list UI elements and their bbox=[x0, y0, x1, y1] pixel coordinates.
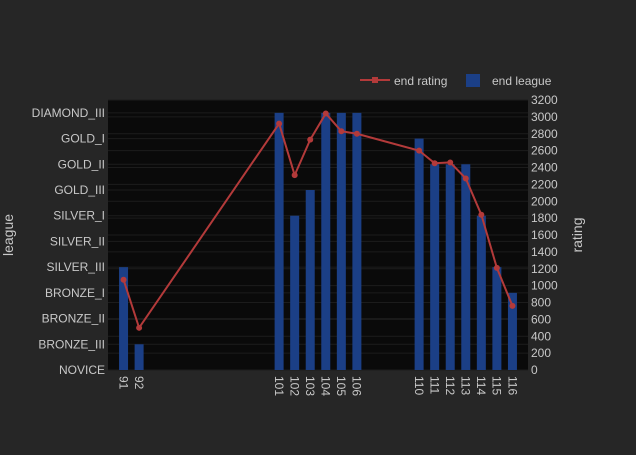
rating-point[interactable] bbox=[478, 211, 485, 218]
league-bar[interactable] bbox=[507, 292, 517, 370]
league-tick-label: GOLD_II bbox=[58, 157, 105, 171]
x-axis: 91 92 101 102 103 104 105 106 110 111 112 113 114 115… bbox=[116, 376, 519, 396]
rating-tick-label: 2600 bbox=[531, 144, 558, 158]
league-tick-label: BRONZE_I bbox=[45, 286, 105, 300]
legend-label-end-league: end league bbox=[492, 74, 552, 88]
league-bar[interactable] bbox=[492, 267, 502, 370]
x-tick-label: 91 bbox=[116, 376, 130, 390]
rating-point[interactable] bbox=[307, 136, 314, 143]
rating-point[interactable] bbox=[431, 160, 438, 167]
rating-tick-label: 2400 bbox=[531, 161, 558, 175]
rating-tick-label: 1000 bbox=[531, 279, 558, 293]
legend-bar-swatch bbox=[466, 74, 480, 87]
rating-tick-label: 3200 bbox=[531, 93, 558, 107]
right-axis-title: rating bbox=[569, 217, 585, 252]
league-tick-label: BRONZE_II bbox=[42, 312, 105, 326]
x-tick-label: 116 bbox=[505, 376, 519, 395]
league-bar[interactable] bbox=[414, 138, 424, 370]
rating-tick-label: 3000 bbox=[531, 110, 558, 124]
rating-point[interactable] bbox=[447, 159, 454, 166]
league-bar[interactable] bbox=[430, 164, 440, 370]
league-tick-label: SILVER_III bbox=[47, 260, 105, 274]
league-bar[interactable] bbox=[336, 112, 346, 370]
rating-tick-label: 1200 bbox=[531, 262, 558, 276]
line-series bbox=[120, 110, 516, 331]
rating-tick-label: 1600 bbox=[531, 228, 558, 242]
rating-point[interactable] bbox=[462, 175, 469, 182]
x-tick-label: 114 bbox=[474, 376, 488, 395]
x-tick-label: 104 bbox=[319, 376, 333, 396]
league-tick-label: GOLD_III bbox=[54, 183, 105, 197]
x-tick-label: 113 bbox=[459, 376, 473, 395]
league-bar[interactable] bbox=[274, 112, 284, 370]
rating-tick-label: 800 bbox=[531, 296, 551, 310]
x-tick-label: 92 bbox=[132, 376, 146, 390]
rating-tick-label: 600 bbox=[531, 312, 551, 326]
league-bar[interactable] bbox=[445, 164, 455, 370]
bar-series bbox=[119, 112, 517, 370]
rating-point[interactable] bbox=[493, 264, 500, 271]
rating-tick-label: 400 bbox=[531, 329, 551, 343]
league-bar[interactable] bbox=[476, 215, 486, 370]
x-tick-label: 111 bbox=[427, 376, 441, 395]
x-tick-label: 105 bbox=[334, 376, 348, 396]
league-bar[interactable] bbox=[461, 164, 471, 370]
league-bar[interactable] bbox=[119, 267, 129, 370]
league-bar[interactable] bbox=[352, 112, 362, 370]
legend-item-end-league[interactable]: end league bbox=[466, 74, 552, 88]
rating-point[interactable] bbox=[338, 128, 345, 135]
legend-item-end-rating[interactable]: end rating bbox=[360, 74, 447, 88]
rating-tick-label: 1800 bbox=[531, 211, 558, 225]
league-tick-label: GOLD_I bbox=[61, 132, 105, 146]
grid-lines bbox=[108, 99, 528, 371]
left-axis: NOVICE BRONZE_III BRONZE_II BRONZE_I SILVER_… bbox=[32, 106, 105, 377]
rating-tick-label: 1400 bbox=[531, 245, 558, 259]
league-bar[interactable] bbox=[321, 112, 331, 370]
left-axis-title: league bbox=[0, 214, 16, 256]
league-bar[interactable] bbox=[305, 190, 315, 370]
rating-point[interactable] bbox=[322, 110, 329, 117]
rating-point[interactable] bbox=[509, 302, 516, 309]
league-tick-label: NOVICE bbox=[59, 363, 105, 377]
league-tick-label: BRONZE_III bbox=[38, 337, 105, 351]
legend-line-marker bbox=[372, 77, 378, 83]
x-tick-label: 103 bbox=[303, 376, 317, 396]
rating-point[interactable] bbox=[291, 172, 298, 179]
league-bar[interactable] bbox=[134, 344, 144, 370]
league-tick-label: SILVER_II bbox=[50, 234, 105, 248]
legend[interactable]: end rating end league bbox=[360, 74, 552, 88]
rating-point[interactable] bbox=[136, 324, 143, 331]
rating-tick-label: 2200 bbox=[531, 177, 558, 191]
rating-point[interactable] bbox=[353, 130, 360, 137]
rating-point[interactable] bbox=[120, 276, 127, 283]
legend-label-end-rating: end rating bbox=[394, 74, 447, 88]
x-tick-label: 110 bbox=[412, 376, 426, 395]
rating-tick-label: 2000 bbox=[531, 194, 558, 208]
rating-tick-label: 0 bbox=[531, 363, 538, 377]
rating-point[interactable] bbox=[416, 147, 423, 154]
rating-tick-label: 2800 bbox=[531, 127, 558, 141]
x-tick-label: 106 bbox=[350, 376, 364, 396]
x-tick-label: 115 bbox=[490, 376, 504, 395]
league-tick-label: DIAMOND_III bbox=[32, 106, 105, 120]
rating-point[interactable] bbox=[276, 120, 283, 127]
league-tick-label: SILVER_I bbox=[53, 209, 105, 223]
x-tick-label: 112 bbox=[443, 376, 457, 395]
rating-tick-label: 200 bbox=[531, 346, 551, 360]
right-axis: 0 200 400 600 800 1000 1200 1400 1600 1800 2000 220… bbox=[531, 93, 558, 377]
league-bar[interactable] bbox=[290, 215, 300, 370]
x-tick-label: 102 bbox=[287, 376, 301, 396]
x-tick-label: 101 bbox=[272, 376, 286, 396]
